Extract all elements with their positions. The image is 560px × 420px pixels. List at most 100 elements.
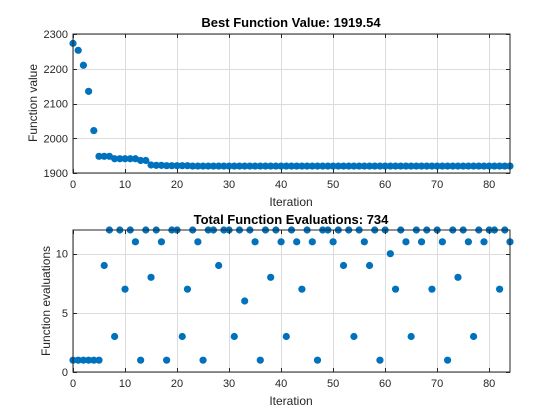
data-point <box>225 162 233 170</box>
data-point <box>209 162 218 170</box>
data-point <box>391 285 400 293</box>
x-tick-label: 30 <box>223 179 235 191</box>
data-point <box>137 156 145 165</box>
chart-total-function-evaluations: 0 10 20 30 40 50 60 70 80 0 5 10 Total Function Eva… <box>39 212 514 408</box>
plot-area-2: 0 10 20 30 40 50 60 70 80 0 5 10 <box>56 226 514 390</box>
y-axis-label-2: Function evaluations <box>39 246 53 356</box>
points-1 <box>69 39 514 170</box>
data-point <box>111 332 119 341</box>
data-point <box>443 356 452 364</box>
y-tick-label: 2000 <box>44 133 68 145</box>
data-point <box>397 162 405 170</box>
data-point <box>277 162 285 170</box>
data-point <box>261 162 270 170</box>
data-point <box>438 162 446 170</box>
data-point <box>241 162 249 170</box>
data-point <box>163 162 171 170</box>
data-point <box>480 238 488 246</box>
data-point <box>402 162 410 170</box>
data-point <box>355 162 363 170</box>
data-point <box>251 238 259 246</box>
data-point <box>293 162 301 170</box>
y-tick-label: 2300 <box>44 29 68 41</box>
data-point <box>152 161 160 169</box>
data-point <box>490 162 498 170</box>
data-point <box>454 162 462 170</box>
data-point <box>131 238 140 246</box>
data-point <box>178 332 186 341</box>
data-point <box>111 155 119 163</box>
data-point <box>469 332 478 341</box>
x-tick-label: 80 <box>483 378 495 390</box>
data-point <box>417 162 426 170</box>
ticks-2: 0 10 20 30 40 50 60 70 80 0 5 10 <box>56 230 510 390</box>
data-point <box>287 162 296 170</box>
data-point <box>95 152 103 160</box>
data-point <box>157 238 166 246</box>
chart-title-1: Best Function Value: 1919.54 <box>201 15 381 30</box>
x-tick-label: 70 <box>431 378 443 390</box>
data-point <box>74 46 82 54</box>
data-point <box>282 162 290 170</box>
y-tick-label: 1900 <box>44 168 68 180</box>
data-point <box>235 162 244 170</box>
y-axis-label-1: Function value <box>26 64 40 142</box>
data-point <box>365 261 374 270</box>
x-tick-label: 0 <box>70 378 76 390</box>
data-point <box>220 162 228 170</box>
data-point <box>74 356 82 364</box>
data-point <box>79 356 88 364</box>
data-point <box>345 162 353 170</box>
data-point <box>95 356 103 364</box>
data-point <box>303 162 311 170</box>
data-point <box>428 162 436 170</box>
data-point <box>329 162 337 170</box>
data-point <box>371 162 379 170</box>
data-point <box>407 162 415 170</box>
data-point <box>485 162 493 170</box>
x-tick-label: 70 <box>431 179 443 191</box>
data-point <box>334 162 342 170</box>
data-point <box>100 152 108 160</box>
data-point <box>256 356 264 364</box>
data-point <box>407 332 415 341</box>
data-point <box>324 162 332 170</box>
data-point <box>199 162 207 170</box>
data-point <box>116 155 124 163</box>
data-point <box>147 273 155 281</box>
data-point <box>293 238 301 246</box>
axes-box-1 <box>72 33 511 174</box>
data-point <box>412 162 420 170</box>
data-point <box>126 155 134 163</box>
data-point <box>464 162 472 170</box>
data-point <box>449 162 457 170</box>
data-point <box>298 162 306 170</box>
x-tick-label: 60 <box>379 378 391 390</box>
data-point <box>85 356 93 364</box>
data-point <box>495 285 504 293</box>
data-point <box>350 332 358 341</box>
x-axis-label-1: Iteration <box>269 195 312 209</box>
data-point <box>215 162 223 170</box>
data-point <box>267 273 275 281</box>
x-tick-label: 20 <box>171 378 183 390</box>
data-point <box>121 285 129 293</box>
data-point <box>90 356 98 364</box>
x-axis-label-2: Iteration <box>269 394 312 408</box>
data-point <box>142 156 150 165</box>
data-point <box>163 356 171 364</box>
y-tick-label: 5 <box>62 308 68 320</box>
data-point <box>438 238 446 246</box>
y-tick-label: 10 <box>56 249 68 261</box>
data-point <box>350 162 358 170</box>
data-point <box>469 162 478 170</box>
data-point <box>194 162 202 170</box>
data-point <box>376 162 384 170</box>
data-point <box>360 238 368 246</box>
plot-area-1: 0 10 20 30 40 50 60 70 80 1900 2000 2100 2200 2300 <box>44 29 514 191</box>
data-point <box>298 285 306 293</box>
data-point <box>417 238 426 246</box>
data-point <box>475 162 483 170</box>
data-point <box>464 238 472 246</box>
data-point <box>376 356 384 364</box>
